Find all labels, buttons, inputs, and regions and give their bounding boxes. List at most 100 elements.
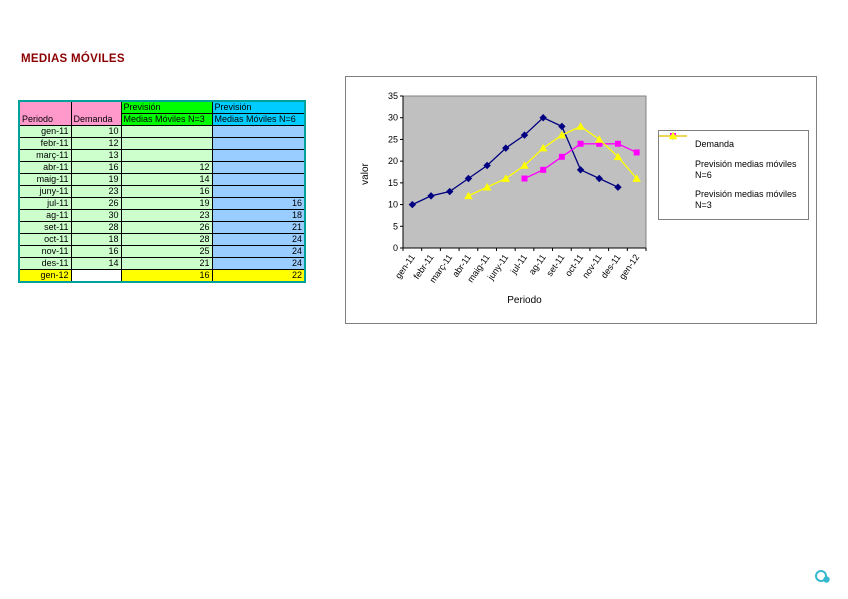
table-row: gen-11 10	[18, 125, 306, 138]
series-line	[412, 116, 619, 206]
cell-prevision-n6: 16	[211, 197, 306, 210]
cell-prevision-n3: 14	[120, 173, 213, 186]
cell-periodo: gen-11	[18, 125, 72, 138]
cell-demanda: 16	[70, 161, 122, 174]
table-row: juny-11 23 16	[18, 185, 306, 198]
table-row: des-11 14 21 24	[18, 257, 306, 270]
series-marker	[614, 140, 621, 147]
series-line	[468, 125, 638, 197]
swirl-logo-icon	[815, 570, 830, 583]
series-marker	[464, 174, 473, 183]
table-row: nov-11 16 25 24	[18, 245, 306, 258]
legend-label-demanda: Demanda	[695, 139, 735, 149]
header-demanda: Demanda	[70, 100, 122, 126]
series-marker	[538, 143, 548, 152]
cell-prevision-n6: 21	[211, 221, 306, 234]
series-marker	[408, 200, 417, 209]
series-marker	[520, 161, 529, 169]
y-tick-label: 10	[388, 200, 398, 210]
cell-periodo: maig-11	[18, 173, 72, 186]
y-tick-label: 35	[388, 91, 398, 101]
cell-prevision-n3	[120, 125, 213, 138]
y-axis-title: valor	[360, 162, 371, 184]
y-tick-label: 5	[393, 221, 398, 231]
cell-prevision-n3: 25	[120, 245, 213, 258]
series-marker	[427, 192, 435, 200]
table-row: gen-12 16 22	[18, 269, 306, 283]
cell-prevision-n6: 22	[211, 269, 306, 283]
table-row: abr-11 16 12	[18, 161, 306, 174]
cell-demanda: 14	[70, 257, 122, 270]
x-tick-label: set-11	[544, 252, 566, 278]
cell-periodo: des-11	[18, 257, 72, 270]
chart-legend: Demanda Previsión medias móviles N=6 Pre…	[658, 130, 809, 220]
cell-prevision-n6: 24	[211, 245, 306, 258]
series-marker	[576, 122, 585, 130]
cell-periodo: juny-11	[18, 185, 72, 198]
header-prevision-n3: Medias Móviles N=3	[120, 113, 213, 126]
table-row: set-11 28 26 21	[18, 221, 306, 234]
series-marker	[482, 182, 492, 191]
header-prevision-n6: Medias Móviles N=6	[211, 113, 306, 126]
series-marker	[613, 152, 623, 161]
plot-area	[402, 95, 647, 249]
table-header-row-2: Medias Móviles N=3 Medias Móviles N=6	[19, 113, 306, 126]
table-row: oct-11 18 28 24	[18, 233, 306, 246]
cell-prevision-n6	[211, 149, 306, 162]
cell-demanda: 18	[70, 233, 122, 246]
header-periodo: Periodo	[18, 100, 72, 126]
series-marker	[576, 166, 585, 174]
y-tick-label: 20	[388, 156, 398, 166]
cell-prevision-n6	[211, 173, 306, 186]
cell-prevision-n6: 18	[211, 209, 306, 222]
cell-demanda: 12	[70, 137, 122, 150]
legend-label-n3: Previsión medias móviles N=3	[695, 189, 797, 211]
cell-periodo: set-11	[18, 221, 72, 234]
header-prevision-n6-top: Previsión	[211, 100, 306, 114]
cell-demanda: 30	[70, 209, 122, 222]
cell-prevision-n6	[211, 161, 306, 174]
cell-demanda: 19	[70, 173, 122, 186]
cell-prevision-n6: 24	[211, 233, 306, 246]
series-marker	[501, 174, 511, 182]
table-row: ag-11 30 23 18	[18, 209, 306, 222]
series-marker	[502, 144, 510, 152]
x-tick-label: jul-11	[508, 252, 529, 276]
n3-series-marker-icon	[659, 131, 692, 199]
cell-prevision-n6	[211, 185, 306, 198]
cell-demanda: 10	[70, 125, 122, 138]
series-marker	[557, 130, 567, 139]
series-marker	[668, 131, 678, 140]
series-marker	[539, 114, 547, 122]
cell-demanda: 16	[70, 245, 122, 258]
cell-periodo: nov-11	[18, 245, 72, 258]
cell-demanda: 23	[70, 185, 122, 198]
cell-prevision-n3: 16	[120, 185, 213, 198]
legend-entry-n6: Previsión medias móviles N=6	[659, 133, 803, 181]
cell-demanda: 26	[70, 197, 122, 210]
cell-prevision-n3: 12	[120, 161, 213, 174]
moving-averages-table: Periodo Demanda Previsión Previsión Medi…	[18, 100, 306, 283]
y-tick-label: 0	[393, 243, 398, 253]
cell-prevision-n3: 23	[120, 209, 213, 222]
cell-demanda: 28	[70, 221, 122, 234]
cell-demanda	[70, 269, 122, 283]
cell-prevision-n3	[120, 137, 213, 150]
cell-prevision-n3: 28	[120, 233, 213, 246]
table-row: jul-11 26 19 16	[18, 197, 306, 210]
y-tick-label: 15	[388, 178, 398, 188]
cell-prevision-n6	[211, 125, 306, 138]
cell-periodo: ag-11	[18, 209, 72, 222]
cell-periodo: jul-11	[18, 197, 72, 210]
series-marker	[595, 174, 603, 183]
x-tick-label: gen-12	[617, 252, 641, 281]
cell-prevision-n3: 26	[120, 221, 213, 234]
series-marker	[632, 174, 641, 182]
table-body: gen-11 10 febr-11 12 març-11 13 abr-11 16 12 maig…	[18, 125, 306, 283]
cell-prevision-n3: 16	[120, 269, 213, 283]
cell-prevision-n3: 19	[120, 197, 213, 210]
series-marker	[558, 122, 566, 131]
cell-prevision-n3	[120, 149, 213, 162]
series-marker	[614, 183, 622, 191]
series-marker	[521, 175, 528, 182]
